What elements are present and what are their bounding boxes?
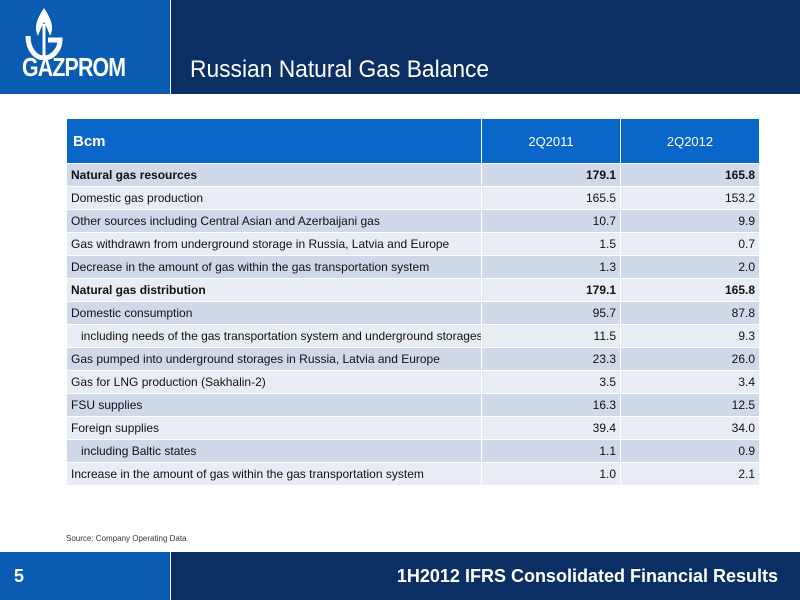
- value-2q2012: 2.1: [620, 462, 760, 486]
- row-label: Gas withdrawn from underground storage i…: [66, 232, 482, 256]
- row-label: including Baltic states: [66, 439, 482, 463]
- value-2q2012: 9.3: [620, 324, 760, 348]
- value-2q2011: 95.7: [481, 301, 621, 325]
- value-2q2011: 11.5: [481, 324, 621, 348]
- table-row: Gas withdrawn from underground storage i…: [66, 232, 760, 256]
- value-2q2011: 179.1: [481, 278, 621, 302]
- table-row: Other sources including Central Asian an…: [66, 209, 760, 233]
- row-label: Other sources including Central Asian an…: [66, 209, 482, 233]
- value-2q2011: 10.7: [481, 209, 621, 233]
- row-label: Increase in the amount of gas within the…: [66, 462, 482, 486]
- slide-footer: 5 1H2012 IFRS Consolidated Financial Res…: [0, 552, 800, 600]
- value-2q2012: 3.4: [620, 370, 760, 394]
- table-body: Natural gas resources 179.1 165.8 Domestic …: [66, 163, 760, 486]
- value-2q2011: 16.3: [481, 393, 621, 417]
- value-2q2011: 1.5: [481, 232, 621, 256]
- row-label: Natural gas resources: [66, 163, 482, 187]
- value-2q2011: 23.3: [481, 347, 621, 371]
- row-label: Gas for LNG production (Sakhalin-2): [66, 370, 482, 394]
- row-label: Domestic gas production: [66, 186, 482, 210]
- value-2q2011: 1.1: [481, 439, 621, 463]
- value-2q2011: 165.5: [481, 186, 621, 210]
- value-2q2011: 39.4: [481, 416, 621, 440]
- row-label: Natural gas distribution: [66, 278, 482, 302]
- value-2q2011: 179.1: [481, 163, 621, 187]
- footer-title: 1H2012 IFRS Consolidated Financial Resul…: [396, 566, 778, 586]
- row-label: Domestic consumption: [66, 301, 482, 325]
- column-header-2q2011: 2Q2011: [481, 118, 621, 164]
- table-row: Domestic gas production 165.5 153.2: [66, 186, 760, 210]
- column-header-2q2012: 2Q2012: [620, 118, 760, 164]
- value-2q2012: 9.9: [620, 209, 760, 233]
- logo-text: GAZPROM: [22, 52, 126, 82]
- table-row: Foreign supplies 39.4 34.0: [66, 416, 760, 440]
- source-note: Source: Company Operating Data: [66, 534, 187, 543]
- table-row: Decrease in the amount of gas within the…: [66, 255, 760, 279]
- table-row: Increase in the amount of gas within the…: [66, 462, 760, 486]
- row-label: Decrease in the amount of gas within the…: [66, 255, 482, 279]
- value-2q2012: 0.7: [620, 232, 760, 256]
- table-row: Gas pumped into underground storages in …: [66, 347, 760, 371]
- page-title: Russian Natural Gas Balance: [190, 56, 490, 83]
- value-2q2011: 1.0: [481, 462, 621, 486]
- value-2q2012: 0.9: [620, 439, 760, 463]
- table-row: Gas for LNG production (Sakhalin-2) 3.5 3.…: [66, 370, 760, 394]
- page-number-panel: 5: [0, 552, 171, 600]
- table-row: Natural gas resources 179.1 165.8: [66, 163, 760, 187]
- page-number: 5: [14, 566, 25, 586]
- value-2q2012: 165.8: [620, 278, 760, 302]
- slide-header: GAZPROM Russian Natural Gas Balance: [0, 0, 800, 94]
- row-label: Gas pumped into underground storages in …: [66, 347, 482, 371]
- table-header-row: Bcm 2Q2011 2Q2012: [66, 118, 760, 164]
- value-2q2011: 1.3: [481, 255, 621, 279]
- table-row: Domestic consumption 95.7 87.8: [66, 301, 760, 325]
- table-row: FSU supplies 16.3 12.5: [66, 393, 760, 417]
- row-label: Foreign supplies: [66, 416, 482, 440]
- table-row: including Baltic states 1.1 0.9: [66, 439, 760, 463]
- value-2q2011: 3.5: [481, 370, 621, 394]
- gas-balance-table: Bcm 2Q2011 2Q2012 Natural gas resources 1…: [66, 118, 760, 486]
- value-2q2012: 87.8: [620, 301, 760, 325]
- gazprom-flame-icon: [25, 8, 63, 60]
- table-row: including needs of the gas transportatio…: [66, 324, 760, 348]
- row-label: including needs of the gas transportatio…: [66, 324, 482, 348]
- value-2q2012: 34.0: [620, 416, 760, 440]
- value-2q2012: 12.5: [620, 393, 760, 417]
- table-row: Natural gas distribution 179.1 165.8: [66, 278, 760, 302]
- value-2q2012: 26.0: [620, 347, 760, 371]
- logo-panel: GAZPROM: [0, 0, 171, 94]
- column-header-unit: Bcm: [66, 118, 482, 164]
- value-2q2012: 165.8: [620, 163, 760, 187]
- value-2q2012: 2.0: [620, 255, 760, 279]
- value-2q2012: 153.2: [620, 186, 760, 210]
- row-label: FSU supplies: [66, 393, 482, 417]
